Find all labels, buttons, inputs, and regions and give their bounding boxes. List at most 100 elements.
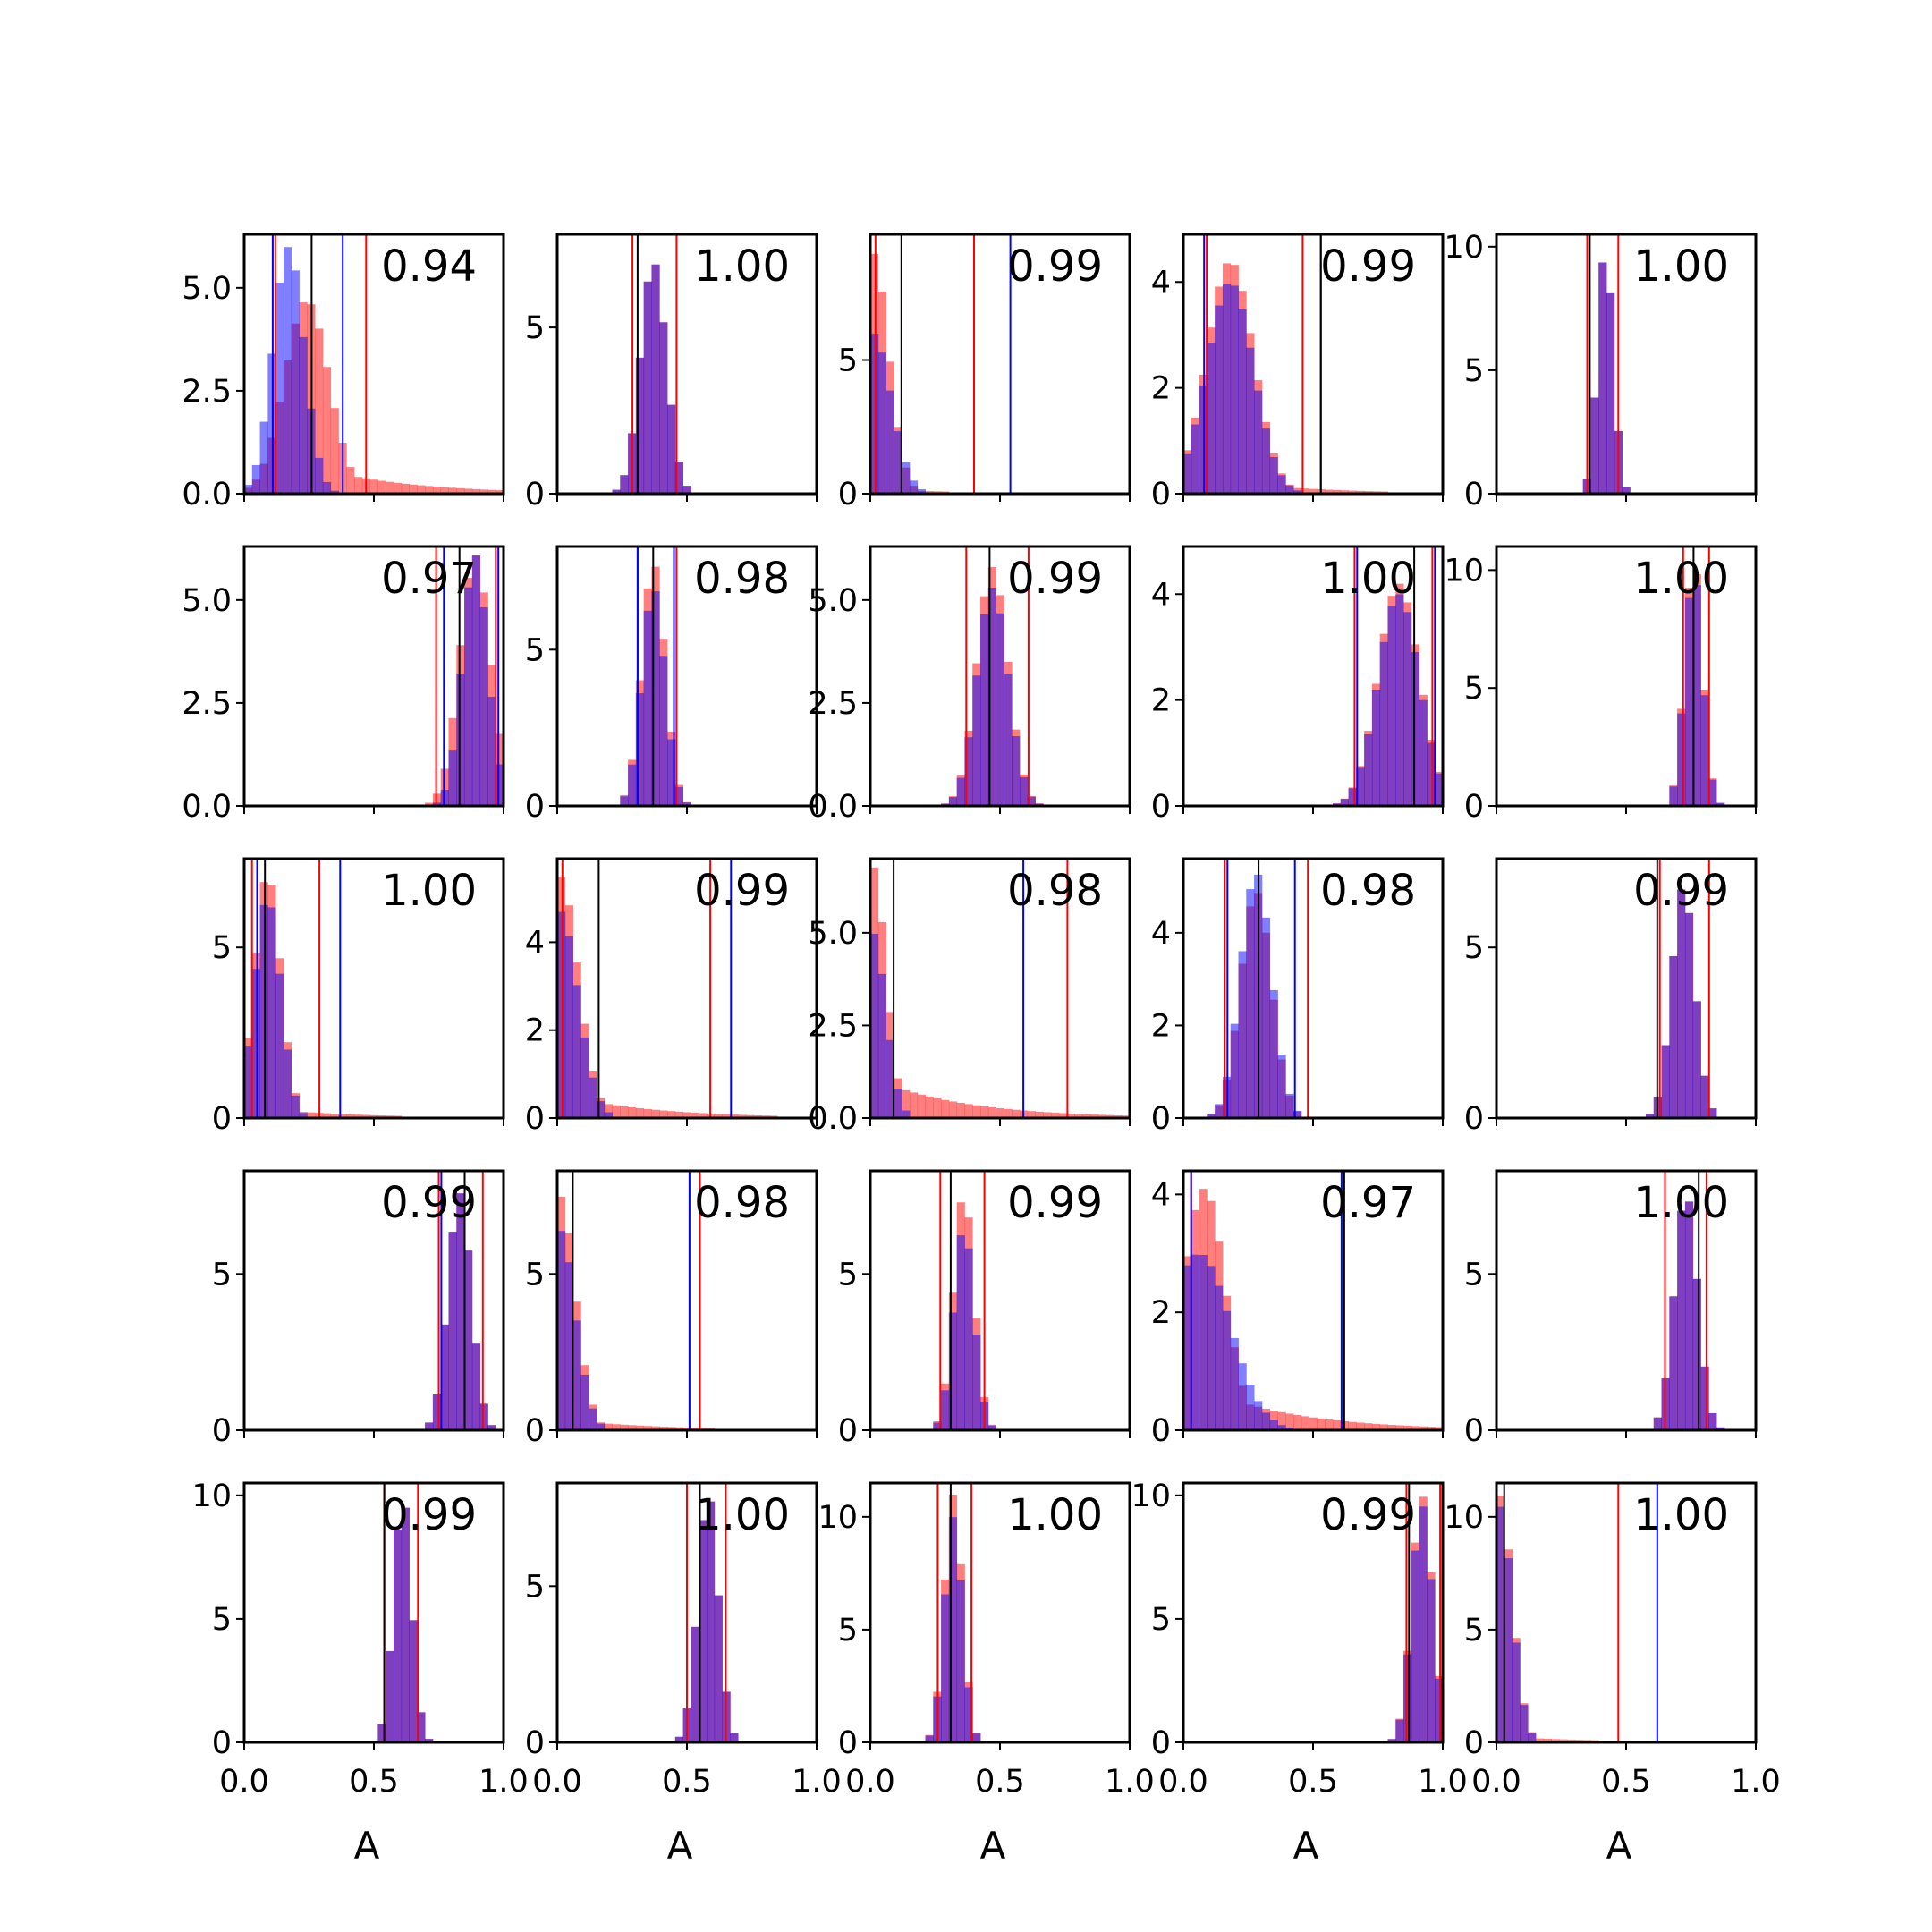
blue-bar bbox=[1183, 453, 1192, 494]
blue-bar bbox=[1364, 734, 1373, 806]
blue-bar bbox=[620, 475, 629, 494]
blue-bar bbox=[251, 464, 260, 494]
blue-bar bbox=[330, 490, 339, 494]
blue-bar bbox=[1504, 1558, 1513, 1742]
blue-bar bbox=[1246, 1385, 1255, 1430]
y-tick-label: 5 bbox=[838, 1613, 858, 1648]
red-bar bbox=[1004, 1108, 1013, 1118]
blue-bar bbox=[1606, 292, 1615, 494]
score-label: 1.00 bbox=[1633, 1490, 1729, 1540]
blue-bar bbox=[1590, 397, 1599, 494]
blue-bar bbox=[1019, 776, 1029, 806]
score-label: 0.99 bbox=[1633, 866, 1729, 916]
panel-r3-c0: 050.99 bbox=[212, 1169, 505, 1449]
blue-bar bbox=[972, 1733, 981, 1742]
red-bar bbox=[1403, 1425, 1412, 1430]
red-bar bbox=[902, 1089, 911, 1118]
panel-r0-c4: 0 5 10 1.00 bbox=[1444, 230, 1758, 513]
y-tick-label: 0 bbox=[1464, 1413, 1484, 1449]
blue-bar bbox=[564, 936, 573, 1118]
blue-bar bbox=[1598, 262, 1607, 494]
blue-bar bbox=[902, 462, 911, 494]
red-bar bbox=[1285, 1413, 1294, 1430]
blue-bar bbox=[682, 802, 691, 806]
red-bar bbox=[1348, 1421, 1357, 1430]
red-bar bbox=[714, 1114, 723, 1118]
y-tick-label: 0.0 bbox=[808, 789, 858, 825]
red-bar bbox=[1427, 1427, 1436, 1430]
red-bar bbox=[738, 1114, 747, 1118]
red-bar bbox=[667, 1111, 676, 1118]
red-bar bbox=[917, 1094, 926, 1118]
blue-bar bbox=[870, 334, 879, 494]
red-bar bbox=[643, 1426, 652, 1430]
red-bar bbox=[1090, 1114, 1099, 1118]
red-bar bbox=[667, 1427, 676, 1430]
red-bar bbox=[369, 479, 378, 494]
blue-bar bbox=[1348, 788, 1357, 806]
panel-r4-c0: 0 5 10 0.0 0.5 1.0 0.99 A bbox=[191, 1479, 528, 1868]
blue-bar bbox=[1246, 347, 1255, 494]
y-tick-label: 10 bbox=[818, 1500, 858, 1536]
y-tick-label: 5 bbox=[212, 1257, 232, 1292]
x-tick-label: 0.5 bbox=[1288, 1764, 1338, 1800]
y-tick-label: 0 bbox=[1151, 789, 1171, 825]
panel-r0-c3: 0 2 4 0.99 bbox=[1151, 233, 1445, 513]
red-bar bbox=[1074, 1114, 1083, 1118]
red-bar bbox=[1340, 490, 1349, 494]
y-tick-label: 0 bbox=[212, 1101, 232, 1137]
x-tick-label: 0.0 bbox=[1471, 1764, 1521, 1800]
blue-bar bbox=[440, 1324, 449, 1430]
blue-bar bbox=[1395, 1719, 1404, 1742]
score-label: 0.98 bbox=[1007, 866, 1103, 916]
red-bar bbox=[1419, 1426, 1428, 1430]
panel-r3-c3: 0 2 4 0.97 bbox=[1151, 1169, 1445, 1449]
blue-bar bbox=[1677, 889, 1686, 1118]
blue-bar bbox=[409, 1620, 418, 1742]
y-tick-label: 2 bbox=[1151, 683, 1171, 719]
red-bar bbox=[1301, 488, 1310, 494]
blue-bar bbox=[1387, 606, 1396, 806]
blue-bar bbox=[417, 1712, 426, 1742]
blue-bar bbox=[496, 764, 504, 806]
blue-bar bbox=[635, 357, 645, 494]
blue-bar bbox=[870, 933, 879, 1118]
y-tick-label: 5 bbox=[1464, 930, 1484, 966]
y-tick-label: 5 bbox=[1464, 1613, 1484, 1648]
red-bar bbox=[354, 1114, 363, 1118]
red-bar bbox=[1082, 1114, 1091, 1118]
panel-r0-c2: 050.99 bbox=[838, 233, 1131, 513]
red-bar bbox=[1051, 1112, 1060, 1118]
score-label: 0.98 bbox=[694, 554, 790, 604]
y-tick-label: 0.0 bbox=[808, 1101, 858, 1137]
blue-bar bbox=[674, 1736, 684, 1742]
blue-bar bbox=[1669, 955, 1678, 1118]
blue-bar bbox=[1199, 1254, 1208, 1430]
score-label: 0.98 bbox=[694, 1178, 790, 1228]
red-bar bbox=[659, 1426, 668, 1430]
x-tick-label: 0.5 bbox=[662, 1764, 712, 1800]
blue-bar bbox=[425, 1739, 434, 1742]
blue-bar bbox=[259, 421, 268, 494]
red-bar bbox=[604, 1423, 613, 1430]
score-label: 1.00 bbox=[1320, 554, 1416, 604]
y-tick-label: 0 bbox=[525, 1725, 545, 1761]
blue-bar bbox=[1528, 1733, 1537, 1742]
y-tick-label: 0 bbox=[212, 1413, 232, 1449]
y-tick-label: 0 bbox=[1151, 477, 1171, 513]
blue-bar bbox=[651, 264, 660, 494]
red-bar bbox=[338, 1114, 347, 1118]
y-tick-label: 5.0 bbox=[182, 583, 232, 619]
blue-bar bbox=[1677, 713, 1686, 806]
blue-bar bbox=[1285, 485, 1294, 494]
blue-bar bbox=[275, 973, 284, 1118]
red-bar bbox=[1387, 1424, 1396, 1430]
x-tick-label: 1.0 bbox=[792, 1764, 842, 1800]
blue-bar bbox=[604, 1112, 613, 1118]
blue-bar bbox=[691, 1626, 699, 1742]
red-bar bbox=[1012, 1109, 1021, 1118]
red-bar bbox=[956, 1102, 965, 1118]
blue-bar bbox=[1692, 1278, 1701, 1430]
blue-bar bbox=[251, 969, 260, 1118]
blue-bar bbox=[275, 282, 284, 494]
